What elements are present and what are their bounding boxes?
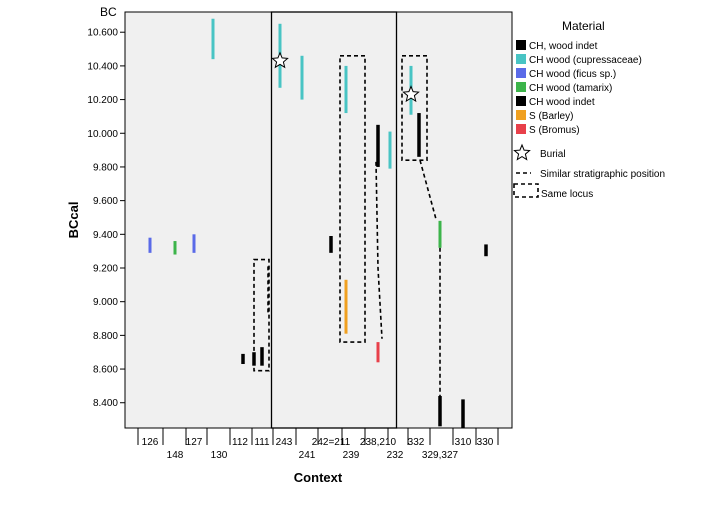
legend: Material CH, wood indet CH wood (cupressa…: [513, 19, 665, 200]
y-axis: 8.400 8.600 8.800 9.000 9.200 9.400 9.600 9.800…: [87, 28, 125, 409]
range-bar: [329, 236, 333, 253]
x-tick-label: 241: [299, 450, 316, 461]
x-tick-label: 130: [211, 450, 228, 461]
y-tick-label: 8.800: [93, 331, 118, 342]
legend-label: Similar stratigraphic position: [540, 169, 665, 180]
legend-swatch: [516, 68, 526, 78]
x-tick-label: 310: [455, 437, 472, 448]
x-tick-label: 329,327: [422, 450, 459, 461]
stratigraphic-overlays: [253, 54, 441, 396]
range-bar: [484, 244, 488, 257]
legend-label: CH wood (cupressaceae): [529, 55, 642, 66]
legend-label: Same locus: [541, 189, 593, 200]
legend-label: S (Bromus): [529, 125, 580, 136]
range-bar: [461, 399, 465, 428]
x-tick-label: 239: [343, 450, 360, 461]
legend-swatch: [516, 124, 526, 134]
range-bar: [388, 131, 392, 169]
y-tick-label: 10.000: [87, 129, 118, 140]
x-tick-label: 126: [142, 437, 159, 448]
range-bar: [438, 396, 442, 427]
legend-label: S (Barley): [529, 111, 573, 122]
stratigraphic-line: [419, 160, 437, 220]
range-bar: [173, 241, 177, 255]
same-locus-box: [253, 258, 270, 372]
x-tick-label: 238,210: [360, 437, 397, 448]
legend-label: Burial: [540, 149, 566, 160]
stratigraphic-line: [375, 161, 383, 339]
bar-112: [252, 352, 256, 366]
range-bar: [438, 220, 442, 248]
bar-112: [241, 353, 245, 364]
y-tick-label: 8.400: [93, 398, 118, 409]
y-tick-label: 10.200: [87, 95, 118, 106]
x-tick-label: 112: [232, 437, 248, 448]
range-bar: [344, 65, 348, 114]
panel-dividers: [270, 11, 398, 429]
legend-label: CH, wood indet: [529, 41, 598, 52]
x-tick-label: 332: [408, 437, 425, 448]
range-bar: [344, 279, 348, 334]
range-bar: [192, 234, 196, 253]
range-bar: [417, 113, 421, 157]
y-axis-title: BCcal: [66, 202, 81, 239]
x-tick-label: 148: [167, 450, 184, 461]
burial-star: [402, 85, 420, 103]
range-bar: [376, 342, 380, 363]
legend-swatch: [516, 54, 526, 64]
range-bar: [148, 237, 152, 253]
legend-swatch: [516, 110, 526, 120]
legend-label: CH wood (ficus sp.): [529, 69, 616, 80]
y-unit-label: BC: [100, 5, 117, 19]
plot-area: [124, 11, 513, 429]
y-tick-label: 8.600: [93, 365, 118, 376]
legend-swatch: [516, 96, 526, 106]
legend-dashed-box: [513, 183, 539, 198]
x-tick-label: 243: [276, 437, 293, 448]
y-tick-label: 10.400: [87, 61, 118, 72]
burial-markers: [271, 51, 420, 103]
y-tick-label: 10.600: [87, 28, 118, 39]
range-bar: [260, 347, 264, 366]
x-tick-label: 330: [477, 437, 494, 448]
panel-highlight-box: [270, 11, 398, 429]
legend-swatch: [516, 40, 526, 50]
x-tick-label: 127: [186, 437, 203, 448]
x-tick-label: 242=211: [312, 437, 351, 448]
legend-label: CH wood indet: [529, 97, 595, 108]
x-tick-label: 111: [254, 437, 270, 448]
range-bar: [300, 55, 304, 100]
y-tick-label: 9.200: [93, 264, 118, 275]
x-axis-title: Context: [294, 470, 343, 485]
legend-swatch: [516, 82, 526, 92]
x-tick-label: 232: [387, 450, 404, 461]
same-locus-box: [401, 54, 428, 162]
burial-star: [271, 51, 289, 69]
legend-title: Material: [562, 19, 605, 33]
y-tick-label: 9.000: [93, 297, 118, 308]
same-locus-box: [339, 54, 366, 343]
range-bar: [211, 18, 215, 60]
legend-burial-star: [513, 143, 531, 161]
y-tick-label: 9.800: [93, 162, 118, 173]
range-bar: [376, 124, 380, 167]
y-tick-label: 9.600: [93, 196, 118, 207]
y-tick-label: 9.400: [93, 230, 118, 241]
legend-label: CH wood (tamarix): [529, 83, 612, 94]
x-axis: 126 127 112 111 243 242=211 238,210 332 310 330 14…: [137, 428, 499, 461]
